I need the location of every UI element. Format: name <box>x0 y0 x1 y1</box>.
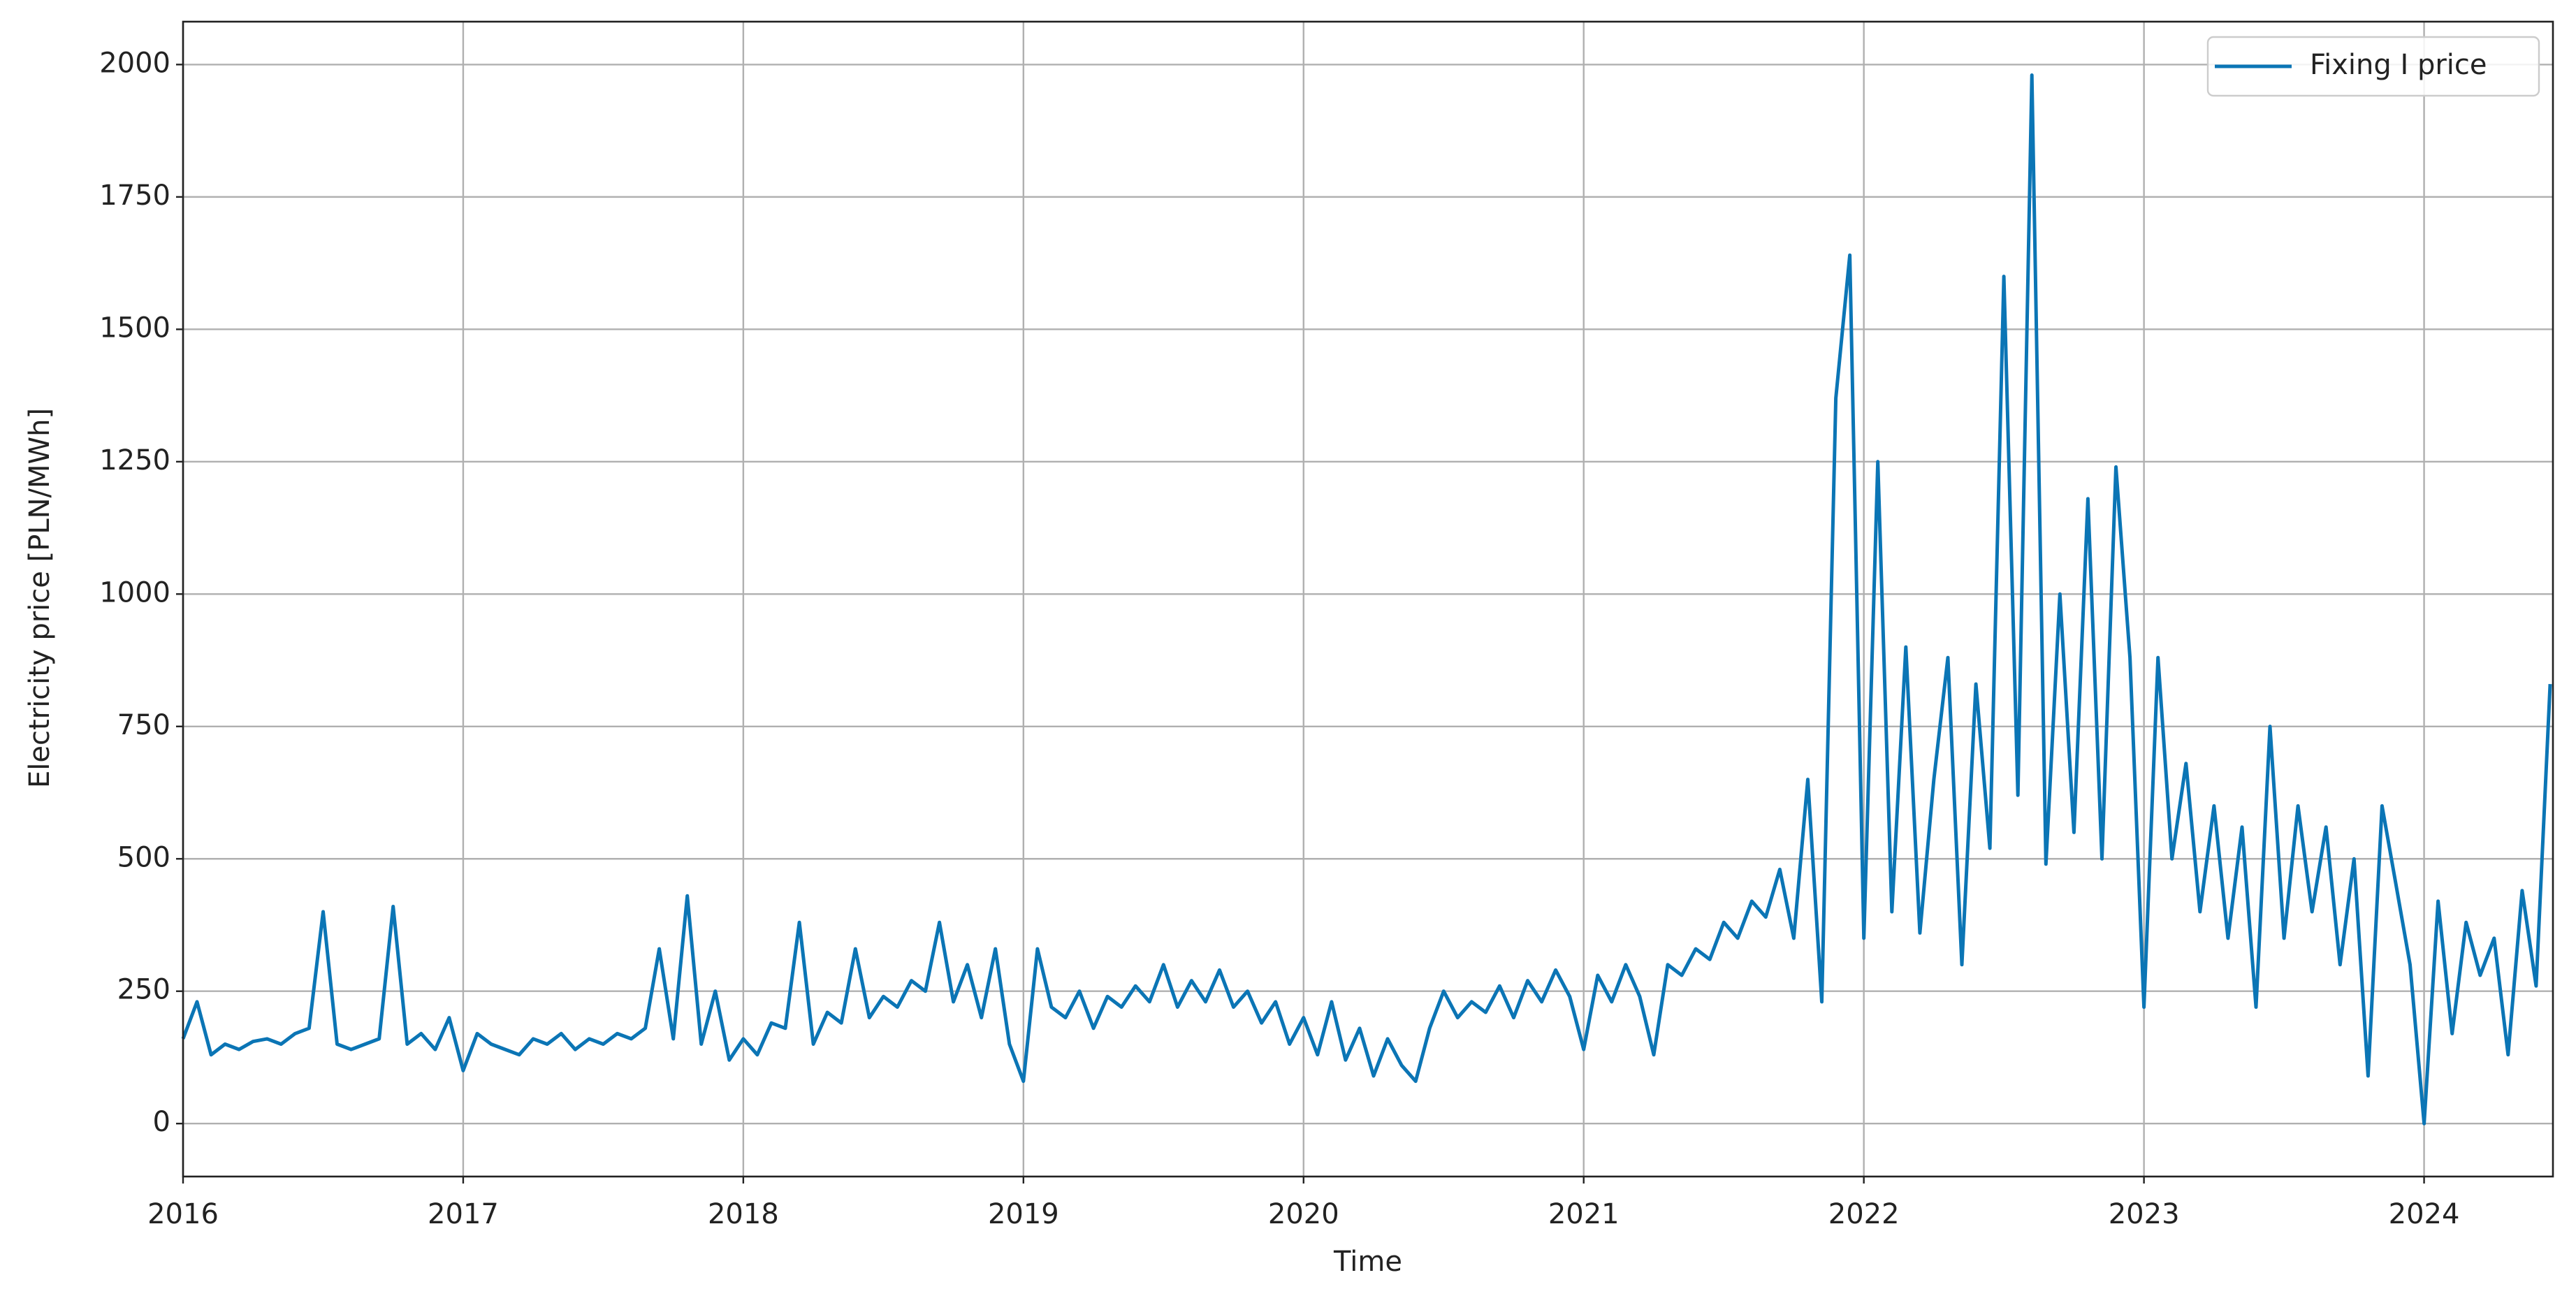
x-tick-label: 2017 <box>428 1198 499 1230</box>
y-tick-label: 1500 <box>99 312 170 344</box>
x-axis-label: Time <box>1333 1246 1402 1278</box>
legend-label: Fixing I price <box>2310 49 2487 81</box>
x-tick-label: 2018 <box>708 1198 779 1230</box>
x-tick-label: 2019 <box>988 1198 1059 1230</box>
data-line <box>181 73 2552 1126</box>
y-tick-label: 1750 <box>99 180 170 212</box>
y-tick-label: 500 <box>117 841 170 873</box>
y-tick-label: 250 <box>117 974 170 1006</box>
x-tick-label: 2016 <box>147 1198 219 1230</box>
x-tick-label: 2023 <box>2109 1198 2180 1230</box>
plot-frame <box>182 20 2554 1178</box>
y-axis-label: Electricity price [PLN/MWh] <box>24 408 56 788</box>
y-tick-label: 1000 <box>99 576 170 609</box>
legend-box <box>2206 36 2540 97</box>
x-tick-label: 2024 <box>2389 1198 2460 1230</box>
legend: Fixing I price <box>2206 36 2540 97</box>
y-tick-label: 0 <box>153 1106 170 1138</box>
y-tick-label: 750 <box>117 709 170 741</box>
x-tick-label: 2022 <box>1828 1198 1900 1230</box>
x-tick-label: 2020 <box>1268 1198 1339 1230</box>
y-tick-label: 1250 <box>99 444 170 476</box>
y-tick-label: 2000 <box>99 47 170 79</box>
x-tick-label: 2021 <box>1548 1198 1620 1230</box>
